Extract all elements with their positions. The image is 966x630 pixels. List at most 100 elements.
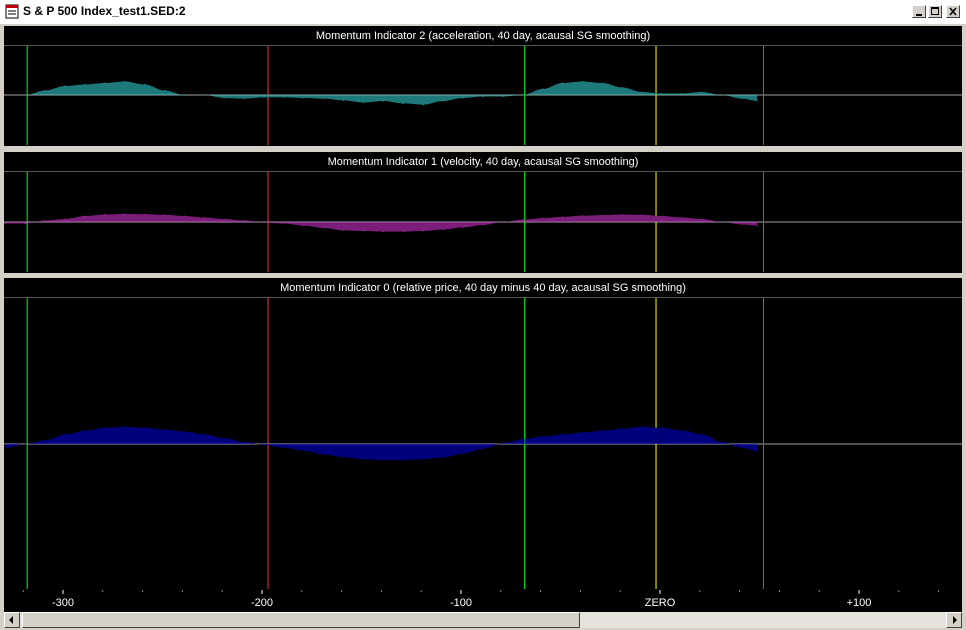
data-point [721,94,723,96]
data-point [681,430,683,432]
maximize-icon [931,7,939,15]
data-point [342,99,345,101]
data-point [402,102,404,104]
data-point [323,227,325,229]
minimize-icon [916,14,922,16]
data-point [522,94,524,96]
data-point [362,101,365,104]
scroll-thumb[interactable] [22,612,580,628]
maximize-button[interactable] [928,5,942,18]
close-button[interactable] [946,5,960,18]
chart-area: Momentum Indicator 2 (acceleration, 40 d… [4,26,962,612]
data-point [44,89,46,92]
panel-momentum-indicator-1: Momentum Indicator 1 (velocity, 40 day, … [4,152,962,273]
data-point [323,98,325,100]
data-point [382,100,384,102]
data-point [243,219,245,222]
data-point [621,86,623,89]
horizontal-scrollbar[interactable] [4,612,962,628]
data-point [502,221,504,223]
data-point [581,432,583,434]
data-point [4,447,6,449]
x-tick-label: -200 [251,597,273,609]
panel-momentum-indicator-2: Momentum Indicator 2 (acceleration, 40 d… [4,26,962,146]
data-point [24,443,26,445]
data-point [661,427,663,429]
data-point [721,441,723,443]
data-point [422,230,424,232]
panel-title: Momentum Indicator 2 (acceleration, 40 d… [316,30,650,42]
data-point [621,213,623,216]
data-point [203,216,205,219]
data-point [203,94,205,96]
data-point [223,97,225,99]
data-point [601,82,603,84]
data-point [283,222,285,225]
data-point [223,437,225,439]
scroll-right-button[interactable] [946,612,962,628]
data-point [601,430,603,432]
data-point [24,94,26,96]
data-point [442,228,444,231]
data-point [581,80,583,83]
data-point [143,213,146,215]
data-point [561,82,564,84]
data-point [303,97,305,99]
data-point [701,91,703,93]
data-point [362,230,365,232]
data-point [740,223,743,225]
data-point [263,444,265,446]
data-point [462,226,464,228]
scroll-left-button[interactable] [4,612,20,628]
panel-momentum-indicator-0: Momentum Indicator 0 (relative price, 40… [4,278,962,590]
data-point [661,92,663,95]
data-point [183,431,185,433]
data-point [442,456,444,458]
data-point [183,94,185,96]
data-point [283,447,285,449]
data-point [756,451,759,453]
data-point [422,104,424,106]
data-point [342,229,345,231]
data-point [283,96,285,98]
panel-title: Momentum Indicator 1 (velocity, 40 day, … [328,156,639,168]
data-point [124,213,126,215]
data-point [342,456,345,458]
data-point [541,217,544,219]
data-point [124,80,126,83]
data-point [721,221,723,223]
window-title: S & P 500 Index_test1.SED:2 [23,4,186,18]
document-icon [5,4,19,19]
data-point [382,459,384,461]
data-point [203,433,205,436]
data-point [561,216,564,218]
arrow-left-icon [9,616,13,624]
data-point [84,430,86,432]
data-point [701,218,703,220]
data-point [303,450,305,452]
data-point [24,222,26,225]
data-point [541,435,544,437]
data-point [143,83,146,86]
data-point [84,83,86,86]
data-point [561,433,564,436]
close-icon [949,7,957,16]
series-momentum-indicator-0 [5,426,757,461]
data-point [4,222,6,225]
title-bar[interactable]: S & P 500 Index_test1.SED:2 [0,0,966,24]
data-point [303,225,305,227]
data-point [143,427,146,429]
data-point [482,224,484,226]
data-point [183,215,185,217]
data-point [263,222,265,224]
data-point [442,100,444,102]
data-point [84,215,86,217]
data-point [502,442,504,444]
axis-background [4,590,962,612]
data-point [243,98,245,100]
data-point [64,218,66,220]
data-point [124,426,126,428]
arrow-right-icon [953,616,957,624]
minimize-button[interactable] [912,5,926,18]
